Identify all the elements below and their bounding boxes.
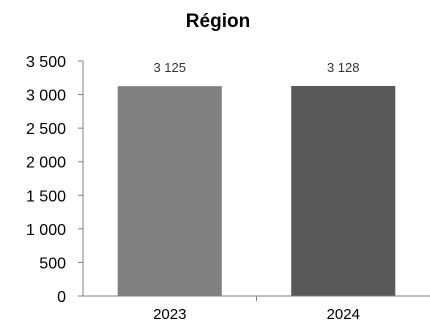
x-tick-label: 2023	[153, 306, 186, 322]
y-tick-label: 0	[57, 289, 66, 306]
x-axis-categories: 2023 2024	[153, 306, 360, 322]
y-tick-label: 2 000	[26, 155, 66, 172]
data-label: 3 128	[327, 60, 360, 75]
y-tick-label: 2 500	[26, 121, 66, 138]
data-label: 3 125	[153, 60, 186, 75]
y-tick-label: 1 500	[26, 188, 66, 205]
x-tick-label: 2024	[327, 306, 360, 322]
y-tick-label: 500	[39, 255, 66, 272]
y-axis-ticks: 0 500 1 000 1 500 2 000 2 500 3 000 3 500	[26, 54, 83, 306]
chart-title: Région	[186, 11, 250, 32]
axes	[82, 61, 430, 301]
bars: 3 125 3 128	[117, 60, 396, 296]
bar-2023	[117, 86, 222, 296]
y-tick-label: 1 000	[26, 222, 66, 239]
y-tick-label: 3 500	[26, 54, 66, 71]
y-tick-label: 3 000	[26, 88, 66, 105]
bar-2024	[291, 85, 396, 296]
